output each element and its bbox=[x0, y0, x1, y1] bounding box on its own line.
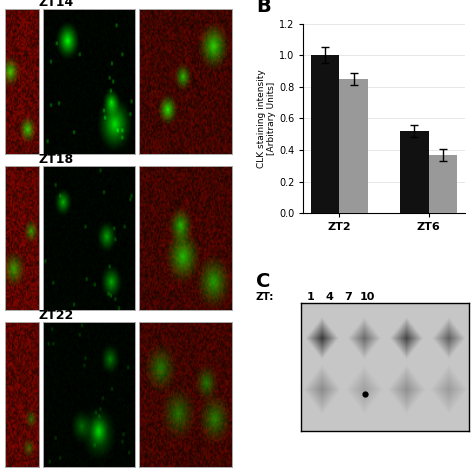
Text: ZT:: ZT: bbox=[256, 292, 274, 301]
Y-axis label: CLK staining intensity
[Arbitrary Units]: CLK staining intensity [Arbitrary Units] bbox=[257, 69, 276, 168]
Bar bbox=[428, 155, 457, 213]
Bar bbox=[339, 79, 368, 213]
Text: ZT14: ZT14 bbox=[38, 0, 73, 9]
Text: C: C bbox=[256, 272, 270, 291]
Text: B: B bbox=[256, 0, 271, 16]
Text: 10: 10 bbox=[360, 292, 375, 301]
Text: ZT22: ZT22 bbox=[38, 310, 73, 322]
Text: ZT18: ZT18 bbox=[38, 153, 73, 166]
Text: 7: 7 bbox=[345, 292, 352, 301]
Bar bbox=[400, 131, 428, 213]
Bar bbox=[310, 55, 339, 213]
Text: 4: 4 bbox=[326, 292, 333, 301]
Text: 1: 1 bbox=[307, 292, 314, 301]
